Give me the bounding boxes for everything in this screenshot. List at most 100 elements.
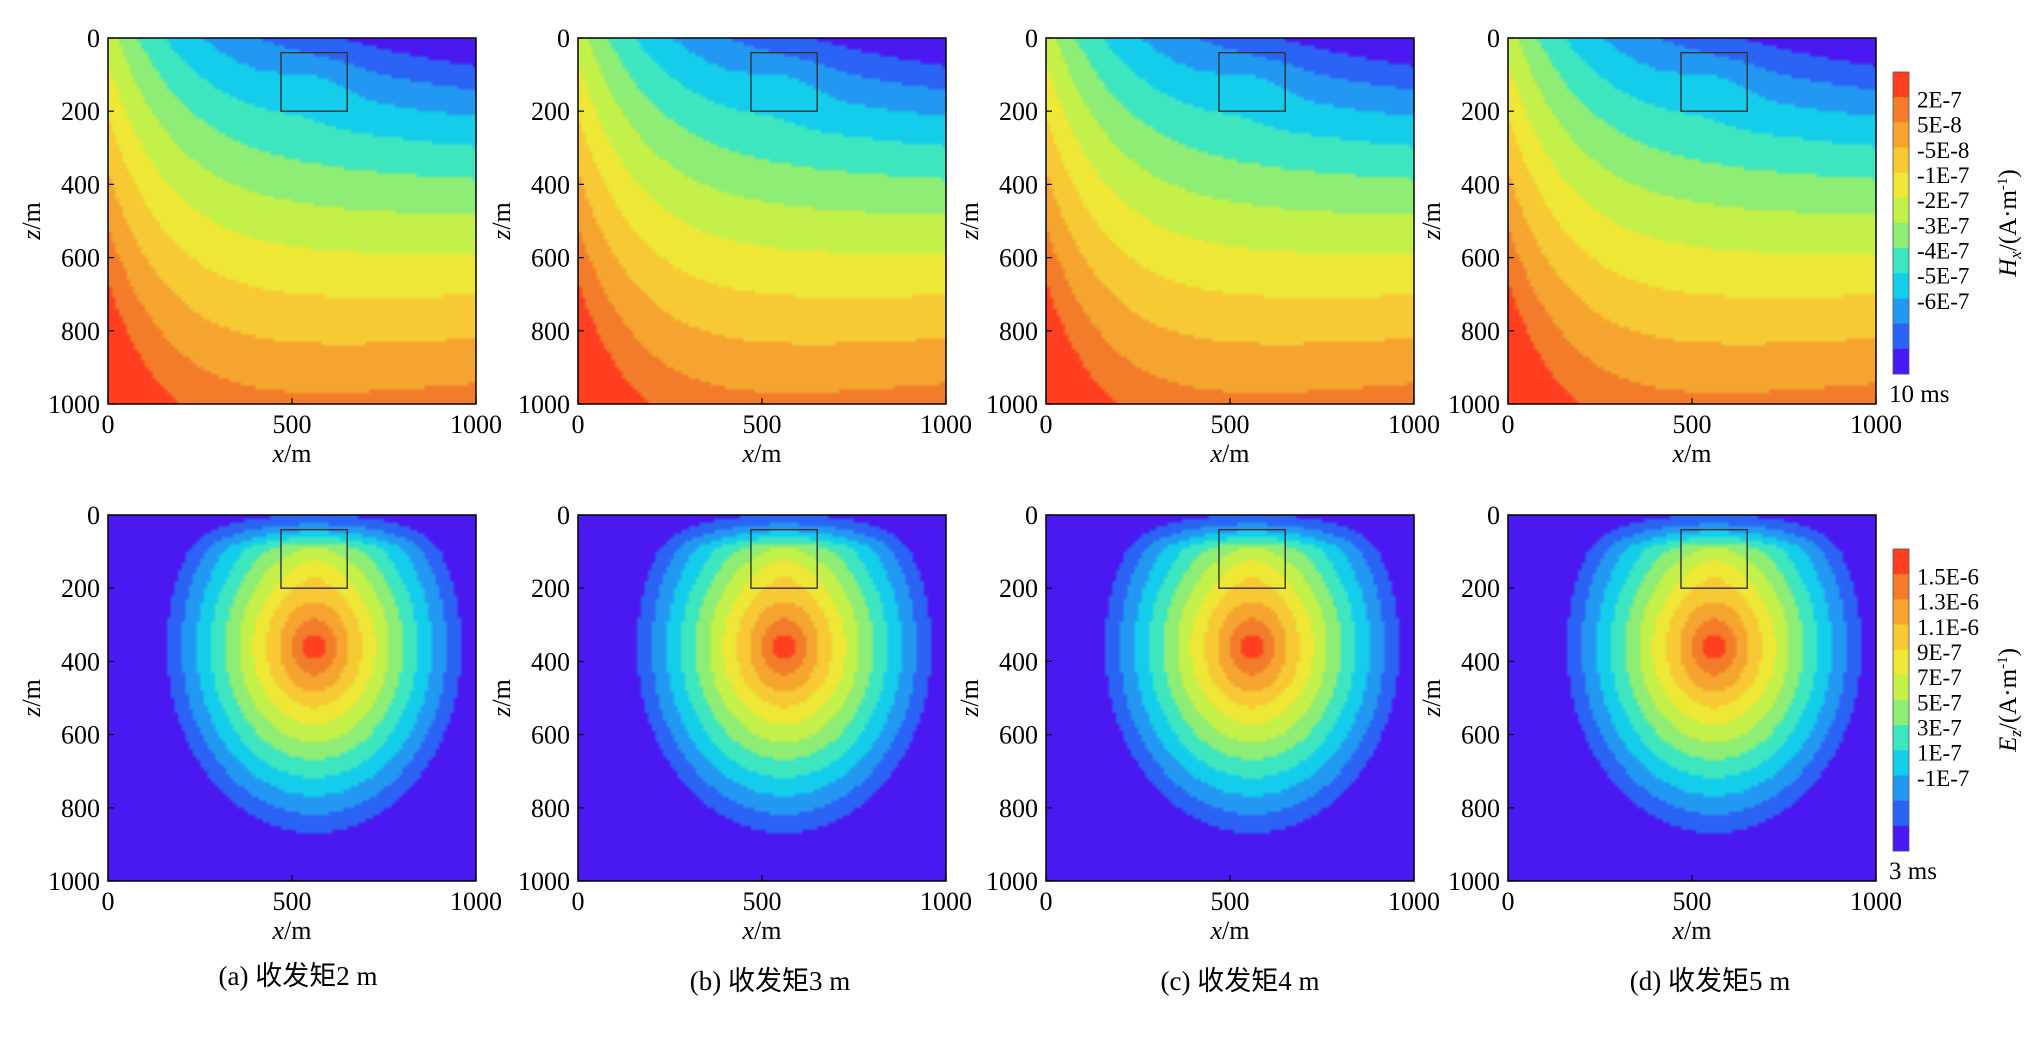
- colorbar-swatch: [1893, 273, 1909, 299]
- x-axis-label: x/m: [1210, 439, 1250, 468]
- heatmap-ez-a: [108, 515, 476, 881]
- heatmap-ez-b: [578, 515, 946, 881]
- heatmap-ez-c: [1046, 515, 1414, 881]
- y-tick-label: 0: [87, 501, 100, 530]
- colorbar-tick-label: 7E-7: [1917, 665, 1962, 690]
- x-tick-label: 500: [273, 410, 312, 439]
- x-axis-label: x/m: [272, 439, 312, 468]
- y-tick-label: 600: [531, 721, 570, 750]
- x-tick-label: 1000: [450, 887, 502, 916]
- colorbar-swatch: [1893, 574, 1909, 600]
- y-tick-label: 400: [61, 170, 100, 199]
- y-axis-label: z/m: [1417, 202, 1446, 241]
- anomaly-box: [750, 51, 818, 112]
- x-tick-label: 0: [572, 887, 585, 916]
- x-tick-label: 1000: [920, 410, 972, 439]
- heatmap-hx-c: [1046, 38, 1414, 404]
- x-tick-label: 0: [1502, 887, 1515, 916]
- colorbar-swatch: [1893, 298, 1909, 325]
- x-axis-label: x/m: [272, 916, 312, 945]
- colorbar-tick-label: -1E-7: [1917, 766, 1969, 791]
- anomaly-box: [1680, 51, 1748, 112]
- y-tick-label: 800: [531, 317, 570, 346]
- x-tick-label: 1000: [1388, 410, 1440, 439]
- colorbar-tick-label: -1E-7: [1917, 163, 1969, 188]
- y-tick-label: 600: [531, 244, 570, 273]
- y-tick-label: 1000: [48, 390, 100, 419]
- colorbar-swatch: [1893, 775, 1909, 802]
- y-tick-label: 1000: [48, 867, 100, 896]
- heatmap-hx-d: [1508, 38, 1876, 404]
- x-tick-label: 0: [102, 887, 115, 916]
- x-tick-label: 500: [1673, 887, 1712, 916]
- colorbar-swatch: [1893, 599, 1909, 625]
- colorbar-tick-label: 9E-7: [1917, 640, 1962, 665]
- x-tick-label: 0: [572, 410, 585, 439]
- colorbar-tick-label: -5E-8: [1917, 138, 1969, 163]
- x-tick-label: 500: [743, 410, 782, 439]
- y-tick-label: 0: [557, 501, 570, 530]
- y-tick-label: 800: [999, 794, 1038, 823]
- y-tick-label: 400: [999, 647, 1038, 676]
- colorbar-swatch: [1893, 700, 1909, 726]
- time-label: 3 ms: [1889, 858, 1937, 885]
- colorbar-tick-label: -6E-7: [1917, 289, 1969, 314]
- colorbar-swatch: [1893, 72, 1909, 98]
- x-tick-label: 500: [1673, 410, 1712, 439]
- y-tick-label: 0: [1487, 501, 1500, 530]
- y-tick-label: 400: [531, 170, 570, 199]
- colorbar-swatch: [1893, 223, 1909, 249]
- colorbar-swatch: [1893, 750, 1909, 776]
- caption-b: (b) 收发矩3 m: [690, 966, 850, 996]
- y-tick-label: 400: [531, 647, 570, 676]
- y-tick-label: 200: [1461, 97, 1500, 126]
- colorbar-tick-label: 3E-7: [1917, 715, 1962, 740]
- y-tick-label: 800: [999, 317, 1038, 346]
- colorbar-frame: [1892, 71, 1910, 375]
- colorbar-swatch: [1893, 348, 1909, 375]
- x-tick-label: 500: [273, 887, 312, 916]
- x-tick-label: 1000: [1850, 887, 1902, 916]
- y-tick-label: 200: [531, 574, 570, 603]
- colorbar-tick-label: 1.1E-6: [1917, 615, 1979, 640]
- y-axis-label: z/m: [955, 679, 984, 718]
- y-axis-label: z/m: [487, 679, 516, 718]
- y-axis-label: z/m: [487, 202, 516, 241]
- y-tick-label: 800: [1461, 317, 1500, 346]
- time-label: 10 ms: [1889, 381, 1949, 408]
- colorbar-swatch: [1893, 649, 1909, 676]
- colorbar-tick-label: 2E-7: [1917, 87, 1962, 112]
- heatmap-ez-d: [1508, 515, 1876, 881]
- colorbar-tick-label: 1.5E-6: [1917, 564, 1979, 589]
- y-tick-label: 200: [999, 97, 1038, 126]
- colorbar-swatch: [1893, 248, 1909, 274]
- y-tick-label: 600: [999, 244, 1038, 273]
- y-tick-label: 400: [1461, 170, 1500, 199]
- y-tick-label: 200: [61, 97, 100, 126]
- colorbar-title: Ez/(A·m-1): [1995, 648, 2025, 753]
- y-tick-label: 400: [61, 647, 100, 676]
- anomaly-box: [280, 51, 348, 112]
- colorbar-ez: 1.5E-61.3E-61.1E-69E-77E-75E-73E-71E-7-1…: [1889, 548, 2025, 885]
- colorbar-frame: [1892, 548, 1910, 852]
- x-tick-label: 500: [743, 887, 782, 916]
- y-axis-label: z/m: [17, 202, 46, 241]
- x-tick-label: 0: [102, 410, 115, 439]
- colorbar-tick-label: -2E-7: [1917, 188, 1969, 213]
- x-tick-label: 1000: [1388, 887, 1440, 916]
- colorbar-swatch: [1893, 147, 1909, 174]
- caption-c: (c) 收发矩4 m: [1161, 966, 1320, 996]
- y-tick-label: 1000: [986, 867, 1038, 896]
- y-tick-label: 800: [1461, 794, 1500, 823]
- anomaly-box: [280, 528, 348, 589]
- y-tick-label: 600: [61, 721, 100, 750]
- colorbar-tick-label: -5E-7: [1917, 264, 1969, 289]
- x-tick-label: 1000: [920, 887, 972, 916]
